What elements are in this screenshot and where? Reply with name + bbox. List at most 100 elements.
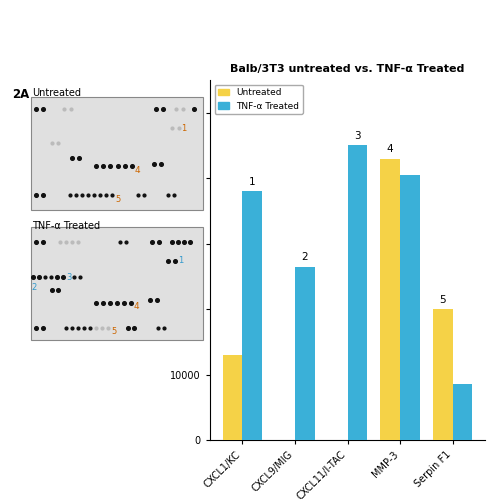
Point — [76, 274, 84, 281]
Point — [148, 238, 156, 246]
Text: 1: 1 — [178, 256, 184, 265]
Point — [127, 298, 135, 306]
Point — [155, 238, 163, 246]
Point — [140, 192, 148, 200]
Text: 1: 1 — [249, 176, 256, 186]
Bar — [348, 146, 368, 440]
Point — [171, 256, 179, 264]
Point — [164, 192, 172, 200]
Point — [113, 298, 121, 306]
Point — [78, 192, 86, 200]
Point — [92, 162, 100, 170]
Point — [66, 192, 74, 200]
Bar — [222, 355, 242, 440]
Text: 2A: 2A — [12, 88, 29, 102]
Point — [179, 106, 187, 114]
Point — [68, 154, 76, 162]
Point — [168, 124, 176, 132]
Point — [84, 192, 92, 200]
Point — [152, 106, 160, 114]
Point — [53, 274, 61, 281]
Point — [39, 324, 47, 332]
Point — [29, 274, 37, 281]
Point — [68, 324, 76, 332]
Point — [116, 238, 124, 246]
Point — [32, 324, 40, 332]
Text: Untreated: Untreated — [32, 88, 81, 99]
Point — [74, 324, 82, 332]
Point — [106, 298, 114, 306]
Point — [56, 238, 64, 246]
Text: 3: 3 — [354, 131, 361, 141]
Point — [120, 298, 128, 306]
Point — [70, 274, 78, 281]
Point — [48, 286, 56, 294]
Point — [32, 192, 40, 200]
Point — [60, 106, 68, 114]
Text: TNF-α Treated: TNF-α Treated — [32, 220, 100, 230]
Bar — [242, 192, 262, 440]
Text: 2: 2 — [31, 284, 36, 292]
Legend: Untreated, TNF-α Treated: Untreated, TNF-α Treated — [214, 84, 303, 114]
Point — [39, 192, 47, 200]
Point — [159, 106, 167, 114]
Point — [68, 238, 76, 246]
Point — [96, 192, 104, 200]
Point — [153, 296, 161, 304]
Title: Balb/3T3 untreated vs. TNF-α Treated: Balb/3T3 untreated vs. TNF-α Treated — [230, 64, 464, 74]
Point — [168, 238, 176, 246]
Point — [190, 106, 198, 114]
Point — [32, 106, 40, 114]
Point — [41, 274, 49, 281]
Point — [186, 238, 194, 246]
Point — [98, 324, 106, 332]
Text: 5: 5 — [111, 328, 116, 336]
Point — [67, 106, 75, 114]
Text: 4: 4 — [134, 302, 140, 311]
Point — [35, 274, 43, 281]
Point — [74, 238, 82, 246]
FancyBboxPatch shape — [31, 227, 203, 340]
Point — [128, 162, 136, 170]
Point — [90, 192, 98, 200]
Point — [62, 238, 70, 246]
Point — [106, 162, 114, 170]
Text: 5: 5 — [115, 195, 120, 204]
Point — [180, 238, 188, 246]
Point — [160, 324, 168, 332]
Point — [47, 274, 55, 281]
Point — [122, 238, 130, 246]
Point — [86, 324, 94, 332]
Text: 5: 5 — [440, 294, 446, 304]
Point — [130, 324, 138, 332]
Point — [54, 286, 62, 294]
Point — [170, 192, 178, 200]
Point — [39, 238, 47, 246]
Point — [150, 160, 158, 168]
Point — [62, 324, 70, 332]
Point — [124, 324, 132, 332]
Text: 4: 4 — [386, 144, 394, 154]
Bar — [432, 309, 452, 440]
Point — [114, 162, 122, 170]
Point — [39, 106, 47, 114]
Point — [92, 298, 100, 306]
Point — [104, 324, 112, 332]
Point — [92, 324, 100, 332]
FancyBboxPatch shape — [31, 96, 203, 210]
Point — [154, 324, 162, 332]
Point — [134, 192, 142, 200]
Point — [102, 192, 110, 200]
Point — [175, 124, 183, 132]
Text: 2: 2 — [302, 252, 308, 262]
Bar — [295, 266, 315, 440]
Point — [72, 192, 80, 200]
Point — [172, 106, 180, 114]
Point — [121, 162, 129, 170]
Point — [99, 298, 107, 306]
Point — [164, 256, 172, 264]
Point — [80, 324, 88, 332]
Point — [54, 139, 62, 147]
Point — [75, 154, 83, 162]
Text: 1: 1 — [181, 124, 186, 132]
